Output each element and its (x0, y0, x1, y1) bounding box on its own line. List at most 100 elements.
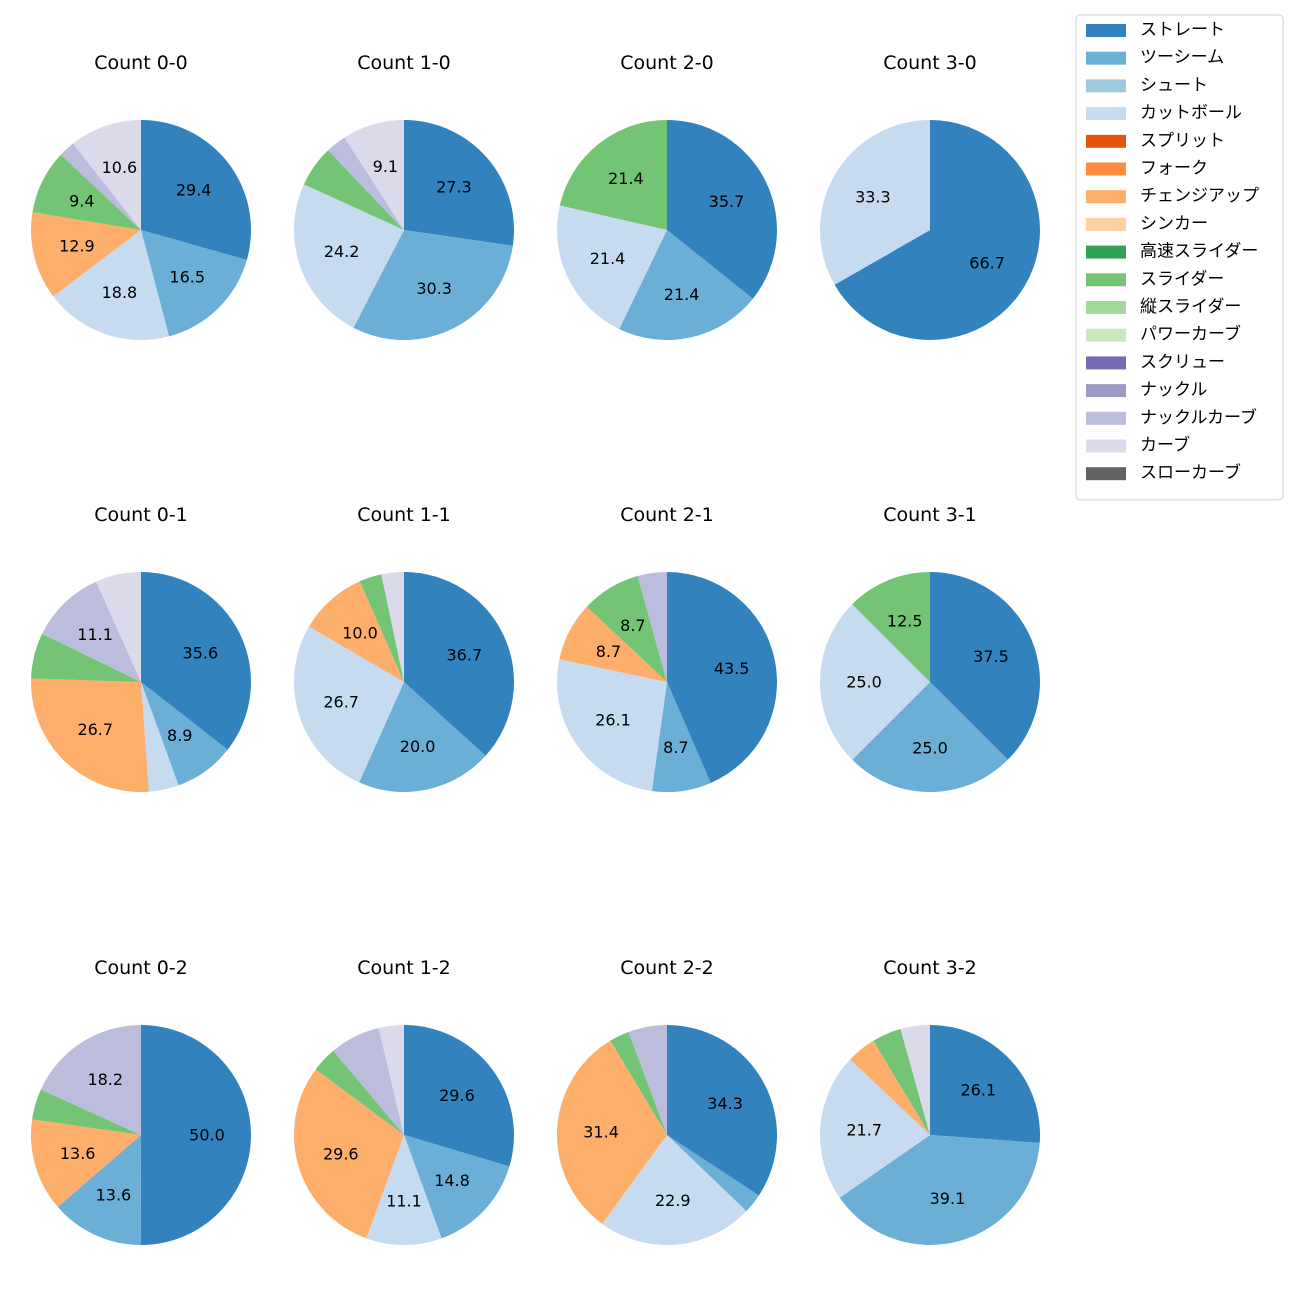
pie-slice (559, 606, 667, 682)
pie-slice (834, 120, 1040, 340)
slice-label: 12.9 (59, 236, 95, 255)
slice-label: 35.6 (183, 644, 219, 663)
legend-swatch (1086, 79, 1126, 93)
pie-slice (40, 1025, 142, 1135)
pie-count-1-2: Count 1-2 29.6 14.8 11.1 29.6 (293, 957, 514, 1246)
legend-entry-label: スプリット (1140, 131, 1225, 151)
legend-frame (1075, 14, 1284, 501)
pie-slice (404, 572, 514, 756)
pie-title: Count 3-2 (883, 957, 977, 979)
legend-swatch (1086, 356, 1126, 370)
pie-slice (30, 678, 149, 792)
pie-slice (303, 150, 404, 230)
pie-count-1-1: Count 1-1 36.7 20.0 26.7 10.0 (293, 504, 514, 792)
pie-count-3-0: Count 3-0 66.7 33.3 (820, 52, 1040, 340)
legend: ストレートツーシームシュートカットボールスプリットフォークチェンジアップシンカー… (1075, 14, 1284, 501)
pie-slice (140, 1025, 251, 1246)
slice-label: 26.7 (323, 693, 359, 712)
legend-entry-label: ツーシーム (1140, 48, 1224, 68)
slice-label: 10.0 (342, 623, 378, 642)
slice-label: 21.4 (664, 285, 700, 304)
slice-label: 8.7 (663, 738, 688, 757)
slice-label: 26.7 (77, 720, 113, 739)
slice-label: 11.1 (77, 625, 113, 644)
pie-slice (57, 1135, 141, 1245)
slice-label: 50.0 (189, 1126, 225, 1145)
slice-label: 11.1 (386, 1192, 422, 1211)
slice-label: 16.5 (169, 268, 205, 287)
pie-slice (31, 212, 142, 297)
slice-label: 35.7 (709, 192, 745, 211)
pie-count-2-0: Count 2-0 35.7 21.4 21.4 21.4 (557, 52, 777, 340)
slice-label: 21.4 (590, 249, 626, 268)
pie-count-1-0: Count 1-0 27.3 30.3 24.2 9.1 (294, 52, 514, 340)
pie-slice (586, 575, 667, 682)
pie-slice (328, 137, 404, 230)
pie-slice (610, 1031, 667, 1135)
legend-swatch (1086, 24, 1126, 37)
pie-count-2-1: Count 2-1 43.5 8.7 26.1 8.7 8.7 (557, 504, 777, 792)
legend-entry-label: シンカー (1140, 214, 1208, 234)
pie-count-0-1: Count 0-1 35.6 8.9 26.7 11.1 (30, 504, 251, 792)
pie-slice (381, 572, 404, 682)
slice-label: 13.6 (60, 1144, 96, 1163)
legend-swatch (1086, 107, 1126, 121)
pie-slice (359, 682, 486, 792)
slice-label: 21.4 (608, 169, 644, 188)
pie-slice (141, 120, 251, 261)
legend-swatch (1086, 439, 1126, 453)
pie-slice (667, 120, 777, 299)
legend-swatch (1086, 245, 1126, 259)
pie-count-0-0: Count 0-0 29.4 16.5 18.8 12.9 9.4 10.6 (31, 52, 251, 340)
pie-slice (852, 572, 930, 682)
pie-slice (819, 604, 930, 760)
legend-swatch (1086, 467, 1126, 481)
slice-label: 22.9 (655, 1191, 691, 1210)
slice-label: 13.6 (96, 1185, 132, 1204)
pie-count-3-2: Count 3-2 26.1 39.1 21.7 (819, 957, 1040, 1245)
pie-slice (404, 120, 514, 246)
slice-label: 26.1 (595, 710, 631, 729)
slice-label: 25.0 (912, 739, 948, 758)
pie-slice (667, 1135, 759, 1212)
pie-slice (359, 574, 404, 682)
slice-label: 37.5 (973, 647, 1009, 666)
slice-label: 29.6 (439, 1086, 475, 1105)
pie-slice (32, 1089, 141, 1135)
pie-slice (31, 1119, 142, 1207)
pie-title: Count 2-0 (620, 52, 714, 74)
pie-slice (32, 154, 141, 230)
pie-slice (839, 1135, 1040, 1245)
slice-label: 18.2 (87, 1070, 123, 1089)
pie-slice (667, 572, 777, 783)
pie-slice (557, 205, 667, 330)
legend-entry-label: 高速スライダー (1140, 242, 1258, 262)
legend-swatch (1086, 134, 1126, 148)
pie-slice (366, 1135, 442, 1246)
slice-label: 24.2 (324, 242, 360, 261)
slice-label: 33.3 (855, 187, 891, 206)
slice-label: 34.3 (707, 1094, 743, 1113)
pie-slice (852, 682, 1008, 792)
pie-slice (293, 626, 404, 783)
pie-slice (141, 230, 247, 337)
pie-slice (308, 581, 404, 682)
slice-label: 21.7 (846, 1121, 882, 1140)
pie-slice (141, 682, 179, 792)
slice-label: 8.9 (167, 726, 192, 745)
slice-label: 30.3 (416, 279, 452, 298)
pie-title: Count 0-1 (94, 504, 188, 526)
pie-title: Count 3-1 (883, 504, 977, 526)
pie-slice (333, 1027, 404, 1135)
pie-slice (557, 659, 667, 791)
slice-label: 26.1 (961, 1081, 997, 1100)
pie-title: Count 1-1 (357, 504, 451, 526)
pie-slice (850, 1040, 930, 1135)
slice-label: 66.7 (969, 254, 1005, 273)
legend-swatch (1086, 217, 1126, 231)
slice-label: 14.8 (434, 1171, 470, 1190)
legend-entry-label: ストレート (1140, 20, 1225, 40)
slice-label: 39.1 (930, 1189, 966, 1208)
pie-count-2-2: Count 2-2 34.3 22.9 31.4 (556, 957, 777, 1245)
legend-swatch (1086, 273, 1126, 287)
